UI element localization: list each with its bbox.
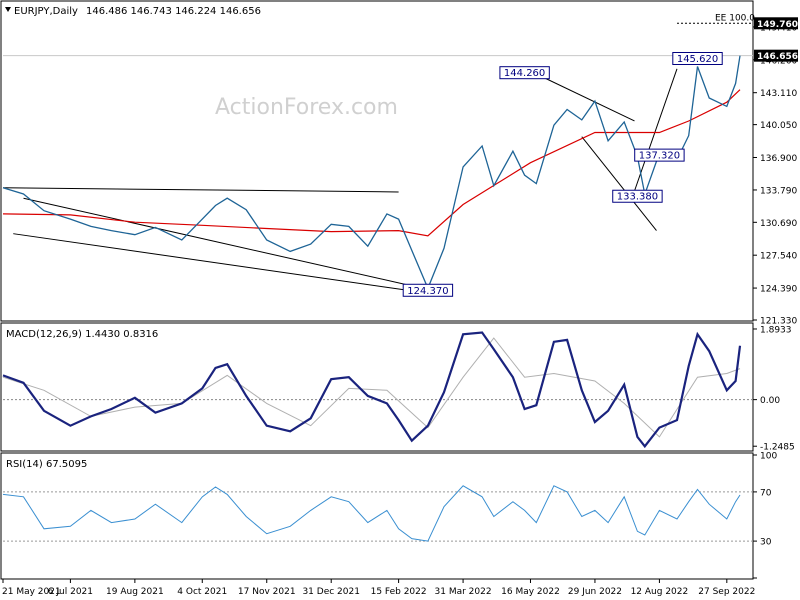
- symbol-header: EURJPY,Daily 146.486 146.743 146.224 146…: [5, 6, 261, 17]
- macd-y-tick-label: 1.8933: [760, 325, 792, 335]
- symbol-label: EURJPY,Daily: [14, 6, 78, 17]
- price-y-tick-label: 121.330: [760, 317, 797, 327]
- rsi-y-tick-label: 30: [760, 538, 772, 548]
- price-y-tick-label: 127.540: [760, 252, 797, 262]
- price-annotation-box: [672, 51, 723, 65]
- watermark: ActionForex.com: [215, 95, 398, 120]
- x-tick-label: 4 Oct 2021: [177, 587, 227, 597]
- trendline: [13, 233, 428, 294]
- x-tick-label: 29 Jun 2022: [568, 587, 622, 597]
- macd-panel-frame: [0, 322, 754, 452]
- price-y-tick-label: 140.050: [760, 121, 797, 131]
- x-tick-label: 12 Aug 2022: [631, 587, 689, 597]
- x-tick-label: 19 Aug 2021: [106, 587, 164, 597]
- collapse-triangle-icon: [5, 7, 11, 12]
- price-annotation-box: [499, 66, 550, 80]
- rsi-y-tick-label: 100: [760, 452, 777, 462]
- price-y-tick-label: 130.690: [760, 219, 797, 229]
- price-annotation-box: [612, 189, 663, 203]
- price-line: [2, 55, 741, 291]
- price-annotation-label: 124.370: [407, 286, 448, 297]
- x-tick-label: 6 Jul 2021: [48, 587, 93, 597]
- rsi-line: [2, 485, 741, 542]
- trendline: [581, 136, 657, 231]
- x-tick-label: 27 Sep 2022: [698, 587, 755, 597]
- price-annotation-label: 144.260: [504, 68, 545, 79]
- price-annotation-box: [402, 283, 454, 297]
- current-price-tag-text: 146.656: [757, 52, 798, 62]
- price-annotation-box: [634, 148, 685, 162]
- trendline: [634, 68, 678, 192]
- macd-panel: 1.8933 0.00 -1.2485: [2, 325, 795, 453]
- macd-title: MACD(12,26,9) 1.4430 0.8316: [6, 329, 158, 340]
- trendline: [2, 187, 399, 193]
- x-tick-label: 31 Mar 2022: [435, 587, 492, 597]
- trendline: [23, 197, 412, 287]
- price-panel: 121.330 124.390 127.540 130.690 133.790 136.9…: [2, 13, 798, 327]
- ee-price-tag: [754, 17, 798, 30]
- macd-signal-line: [2, 337, 741, 438]
- price-y-tick-label: 143.110: [760, 89, 797, 99]
- current-price-tag: [754, 49, 798, 62]
- x-tick-label: 17 Nov 2021: [238, 587, 296, 597]
- macd-y-tick-label: 0.00: [760, 396, 780, 406]
- rsi-panel-frame: [0, 452, 754, 580]
- x-tick-label: 16 May 2022: [501, 587, 560, 597]
- x-tick-label: 15 Feb 2022: [371, 587, 427, 597]
- price-panel-frame: [0, 0, 754, 322]
- rsi-y-tick-label: 70: [760, 488, 772, 498]
- macd-y-tick-label: -1.2485: [760, 443, 795, 453]
- price-annotation-label: 133.380: [617, 192, 658, 203]
- ohlc-values: 146.486 146.743 146.224 146.656: [86, 6, 261, 17]
- price-annotation-label: 145.620: [677, 54, 718, 65]
- price-y-tick-label: 124.390: [760, 285, 797, 295]
- trendline: [536, 73, 635, 122]
- x-tick-label: 31 Dec 2021: [302, 587, 360, 597]
- ee-price-tag-text: 149.760: [757, 20, 798, 30]
- macd-line: [2, 331, 742, 449]
- rsi-panel: 100 70 30: [2, 452, 777, 579]
- price-annotation-label: 137.320: [639, 151, 680, 162]
- price-y-tick-label: 136.900: [760, 154, 797, 164]
- rsi-title: RSI(14) 67.5095: [6, 459, 87, 470]
- ema-line: [2, 89, 741, 237]
- x-tick-label: 21 May 2021: [2, 587, 61, 597]
- ee-level-label: EE 100.0: [715, 13, 755, 23]
- price-y-tick-label: 133.790: [760, 186, 797, 196]
